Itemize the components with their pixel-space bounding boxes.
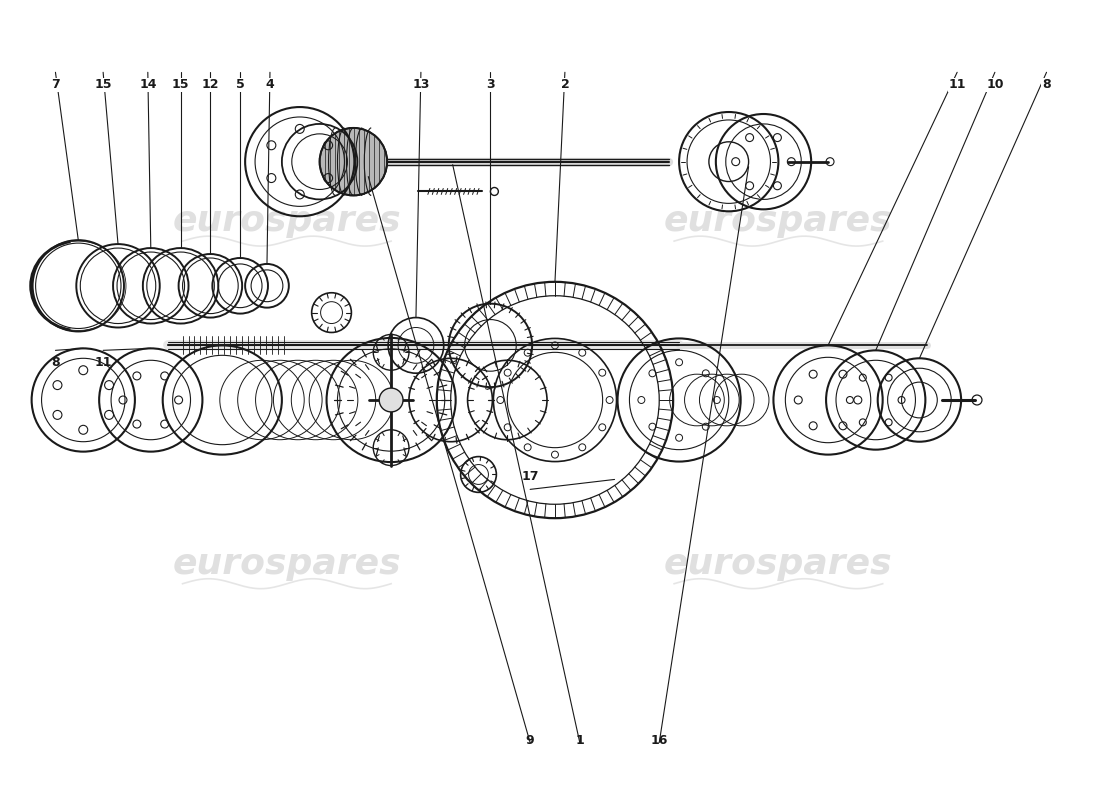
Text: 7: 7 [51,78,59,91]
Text: eurospares: eurospares [173,547,402,581]
Circle shape [320,128,387,195]
Text: 11: 11 [95,356,112,370]
Text: 1: 1 [575,734,584,746]
Text: 11: 11 [948,78,966,91]
Text: 8: 8 [1042,78,1050,91]
Text: 5: 5 [235,78,244,91]
Text: 15: 15 [95,78,112,91]
Circle shape [379,388,403,412]
Text: 17: 17 [521,470,539,483]
Text: 15: 15 [172,78,189,91]
Text: eurospares: eurospares [664,204,893,238]
Text: eurospares: eurospares [173,204,402,238]
Text: 9: 9 [526,734,535,746]
Text: 12: 12 [201,78,219,91]
Text: 16: 16 [650,734,668,746]
Text: 13: 13 [412,78,430,91]
Text: 4: 4 [265,78,274,91]
Text: 10: 10 [986,78,1003,91]
Text: 2: 2 [561,78,570,91]
Text: 8: 8 [51,356,59,370]
Text: 14: 14 [139,78,156,91]
Text: 3: 3 [486,78,495,91]
Text: eurospares: eurospares [664,547,893,581]
